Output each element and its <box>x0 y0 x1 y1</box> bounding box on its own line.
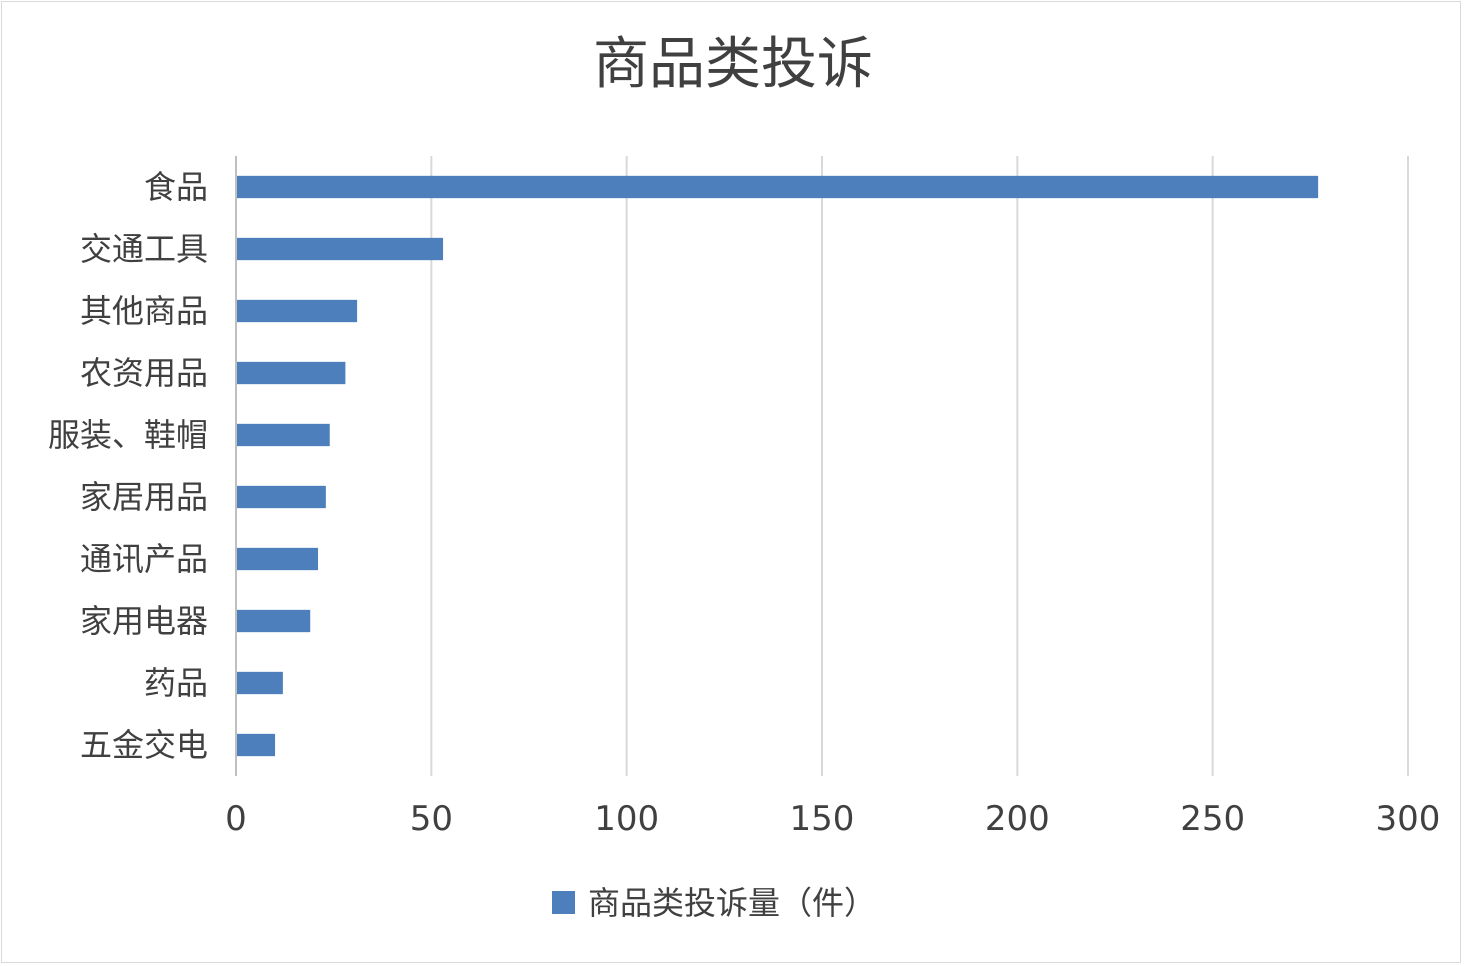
x-tick-label: 0 <box>225 799 247 839</box>
bar <box>237 733 276 757</box>
legend-swatch <box>552 891 575 914</box>
category-label: 服装、鞋帽 <box>48 416 208 454</box>
bar <box>237 609 311 633</box>
category-label: 食品 <box>144 168 208 206</box>
bar <box>237 237 444 261</box>
bar <box>237 423 330 447</box>
x-tick-labels: 0 50 100 150 200 250 300 <box>225 799 1440 839</box>
category-label: 五金交电 <box>80 726 208 764</box>
bar <box>237 671 283 695</box>
chart-title: 商品类投诉 <box>593 32 873 97</box>
category-label: 交通工具 <box>80 230 208 268</box>
legend: 商品类投诉量（件） <box>552 884 876 922</box>
legend-label: 商品类投诉量（件） <box>588 884 876 922</box>
x-tick-label: 150 <box>790 799 855 839</box>
x-tick-label: 50 <box>410 799 453 839</box>
category-label: 家居用品 <box>80 478 208 516</box>
category-label: 通讯产品 <box>80 540 208 578</box>
category-label: 农资用品 <box>80 354 208 392</box>
x-tick-label: 300 <box>1376 799 1441 839</box>
x-tick-label: 100 <box>594 799 659 839</box>
bar <box>237 547 319 571</box>
bar <box>237 299 358 323</box>
bars <box>237 175 1319 757</box>
category-label: 药品 <box>144 664 208 702</box>
x-tick-label: 200 <box>985 799 1050 839</box>
category-label: 家用电器 <box>80 602 208 640</box>
category-label: 其他商品 <box>80 292 208 330</box>
bar <box>237 485 326 509</box>
bar <box>237 175 1319 199</box>
bar <box>237 361 346 385</box>
x-tick-label: 250 <box>1180 799 1245 839</box>
